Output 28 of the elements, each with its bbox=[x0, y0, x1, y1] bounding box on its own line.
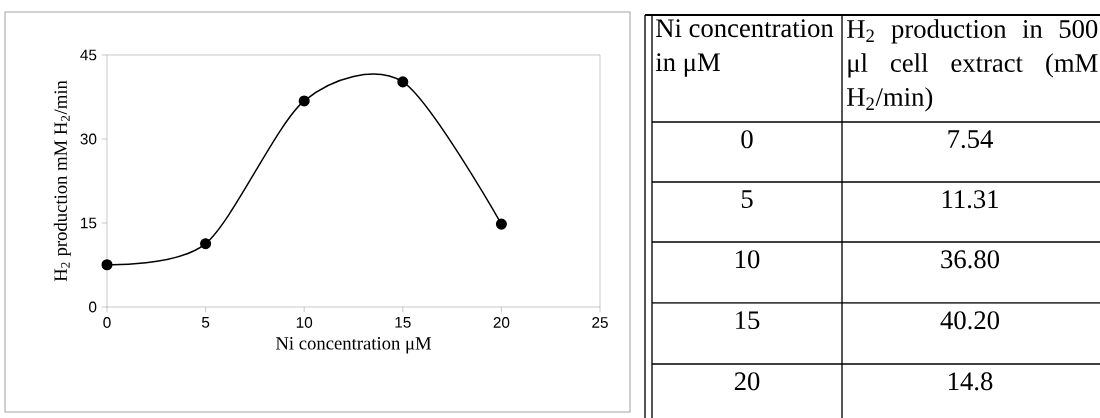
text: 36.80 bbox=[941, 250, 999, 269]
x-tick-label: 0 bbox=[103, 317, 111, 328]
x-tick-label: 5 bbox=[201, 317, 210, 328]
point bbox=[101, 259, 113, 271]
text: 5 bbox=[741, 190, 753, 208]
x-tick-label: 15 bbox=[395, 317, 411, 328]
point bbox=[200, 238, 212, 250]
text: H$_{2}$ production in 500 μl cell extract (mM H$_{2}$/min) bbox=[847, 19, 1098, 112]
y-tick-label: 15 bbox=[81, 217, 97, 229]
y-tick-label: 45 bbox=[80, 49, 97, 61]
point bbox=[397, 76, 409, 88]
x-tick-label: 10 bbox=[296, 317, 313, 328]
text: 10 bbox=[736, 250, 760, 269]
point bbox=[298, 95, 310, 107]
text: 11.31 bbox=[942, 190, 998, 209]
y-axis-title: H$_{2}$ production mM H$_{2}$/min bbox=[53, 80, 71, 282]
text: 20 bbox=[734, 372, 760, 391]
text: 7.54 bbox=[948, 130, 993, 149]
x-tick-label: 20 bbox=[493, 317, 510, 328]
text: Ni concentration in μM bbox=[655, 19, 834, 77]
x-tick-label: 25 bbox=[592, 317, 608, 328]
point bbox=[495, 218, 507, 230]
y-tick-label: 30 bbox=[80, 133, 97, 145]
text: 0 bbox=[741, 130, 753, 149]
text: 14.8 bbox=[949, 372, 993, 391]
y-tick-label: 0 bbox=[89, 301, 97, 313]
x-axis-title: Ni concentration μM bbox=[275, 337, 432, 354]
text: 40.20 bbox=[940, 311, 999, 330]
